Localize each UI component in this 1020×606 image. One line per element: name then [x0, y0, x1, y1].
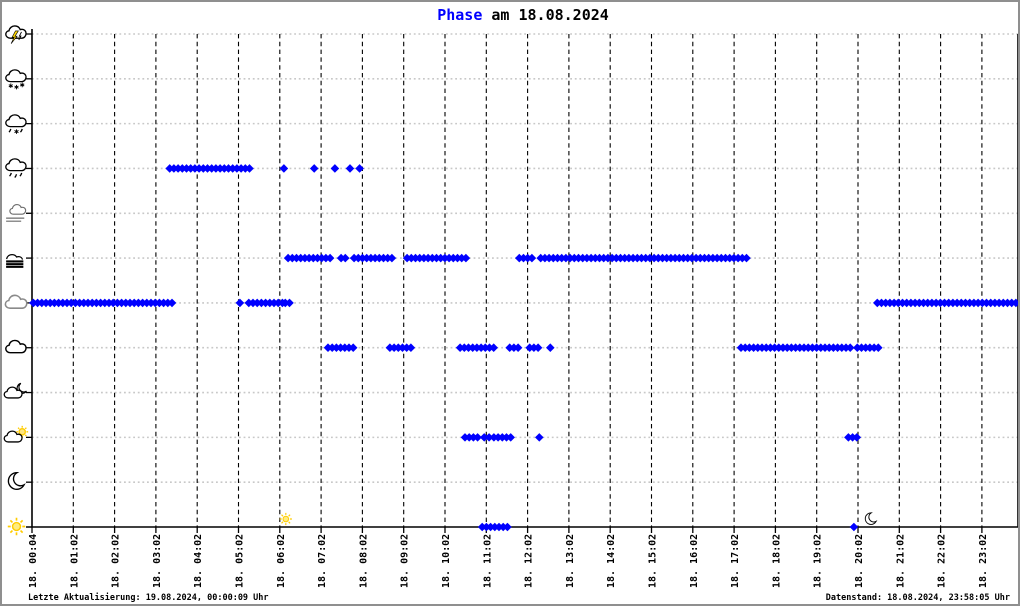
data-point: [285, 298, 294, 308]
moon-icon: [3, 470, 31, 494]
x-tick-label: 18. 11:02: [482, 534, 493, 588]
snow-cloud-icon: [3, 67, 31, 91]
data-point: [345, 164, 355, 173]
data-point: [489, 343, 498, 353]
page-title: Phase am 18.08.2024: [32, 6, 1014, 24]
data-point: [1011, 298, 1018, 308]
data-point: [527, 253, 537, 263]
fog-icon: [3, 246, 31, 270]
x-tick-label: 18. 07:02: [317, 534, 328, 588]
data-point: [461, 253, 471, 263]
sunset-moon-icon: [864, 512, 877, 525]
data-point: [535, 433, 544, 442]
data-point: [479, 433, 489, 442]
data-point: [506, 433, 515, 442]
rain-cloud-icon: [3, 156, 31, 180]
overcast-cloud-icon: [3, 291, 31, 315]
x-tick-label: 18. 02:02: [111, 534, 122, 588]
page-title-rest: am 18.08.2024: [482, 6, 609, 24]
data-point: [533, 343, 543, 353]
data-point: [330, 164, 340, 173]
thunderstorm-icon: [3, 22, 31, 46]
x-tick-label: 18. 06:02: [276, 534, 287, 588]
data-point: [503, 522, 512, 532]
data-point: [235, 298, 245, 308]
data-point: [874, 343, 883, 353]
x-tick-label: 18. 05:02: [235, 534, 246, 588]
cloud-moon-icon: [3, 381, 31, 405]
series-partly-cloudy-day: [460, 433, 862, 442]
data-point: [279, 164, 289, 173]
data-point: [309, 164, 319, 173]
data-point: [513, 343, 523, 353]
x-tick-label: 18. 01:02: [69, 534, 80, 588]
x-tick-label: 18. 00:04: [28, 534, 39, 588]
data-point: [245, 164, 254, 173]
series-fog: [283, 253, 751, 263]
sun-icon: [3, 515, 31, 539]
series-clear-day: [477, 522, 859, 532]
sleet-cloud-icon: [3, 112, 31, 136]
mist-icon: [3, 201, 31, 225]
x-tick-label: 18. 17:02: [730, 534, 741, 588]
page-title-accent: Phase: [437, 6, 483, 24]
data-point: [341, 253, 350, 263]
data-point: [473, 433, 482, 442]
series-rain: [165, 164, 364, 173]
x-tick-label: 18. 13:02: [565, 534, 576, 588]
x-tick-label: 18. 21:02: [895, 534, 906, 588]
data-point: [167, 298, 177, 308]
x-tick-label: 18. 23:02: [978, 534, 989, 588]
data-point: [325, 253, 335, 263]
data-point: [852, 433, 862, 442]
data-point: [484, 433, 494, 442]
x-tick-label: 18. 18:02: [771, 534, 782, 588]
x-tick-label: 18. 10:02: [441, 534, 452, 588]
x-tick-label: 18. 22:02: [937, 534, 948, 588]
data-point: [742, 253, 751, 263]
data-point: [355, 164, 364, 173]
x-tick-label: 18. 19:02: [813, 534, 824, 588]
last-update-text: Letzte Aktualisierung: 19.08.2024, 00:00…: [28, 593, 269, 603]
x-tick-label: 18. 14:02: [606, 534, 617, 588]
x-tick-label: 18. 09:02: [400, 534, 411, 588]
series-cloudy: [323, 343, 883, 353]
x-tick-label: 18. 15:02: [648, 534, 659, 588]
x-tick-label: 18. 20:02: [854, 534, 865, 588]
x-tick-label: 18. 12:02: [524, 534, 535, 588]
cloudy-cloud-icon: [3, 336, 31, 360]
data-point: [849, 522, 859, 532]
series-overcast: [29, 298, 1018, 308]
cloud-sun-icon: [3, 425, 31, 449]
data-point: [348, 343, 358, 353]
x-tick-label: 18. 16:02: [689, 534, 700, 588]
data-status-text: Datenstand: 18.08.2024, 23:58:05 Uhr: [825, 593, 1010, 603]
x-tick-label: 18. 03:02: [152, 534, 163, 588]
data-point: [387, 253, 397, 263]
x-tick-label: 18. 04:02: [193, 534, 204, 588]
data-point: [546, 343, 555, 353]
sunrise-sun-icon: [279, 512, 293, 526]
data-point: [845, 343, 855, 353]
x-tick-label: 18. 08:02: [358, 534, 369, 588]
data-point: [406, 343, 416, 353]
